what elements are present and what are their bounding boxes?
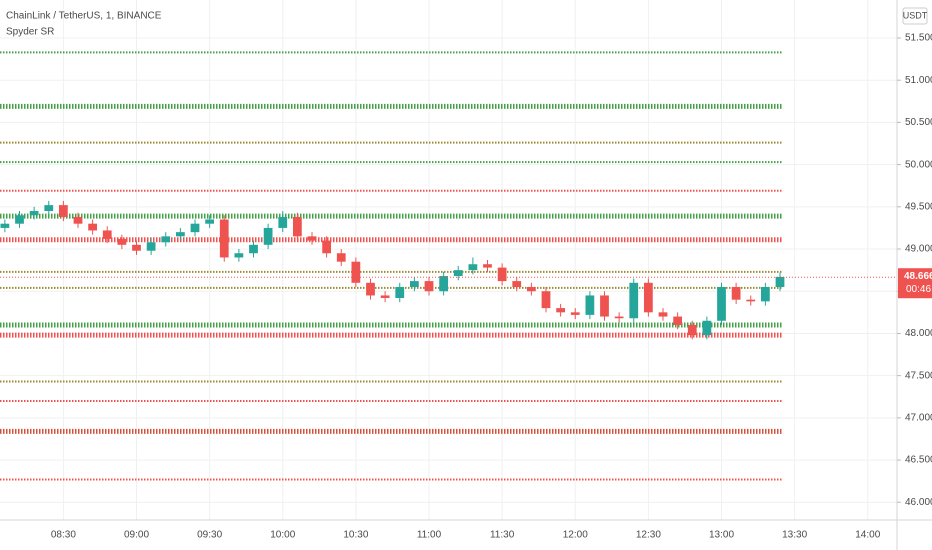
x-tick-label: 12:00 <box>563 530 588 541</box>
candle-body <box>205 219 215 224</box>
candle-body <box>468 264 478 271</box>
x-tick-label: 11:30 <box>490 530 515 541</box>
candle-body <box>15 215 24 224</box>
candle-body <box>570 312 580 315</box>
candle-body <box>483 264 492 268</box>
candle-body <box>161 236 171 243</box>
x-tick-label: 13:00 <box>709 530 734 541</box>
candle-body <box>409 281 419 288</box>
candle-body <box>717 287 726 321</box>
countdown-label: 00:46 <box>906 284 931 295</box>
candle-body <box>190 223 200 233</box>
x-tick-label: 09:00 <box>124 530 149 541</box>
candle-body <box>307 236 317 241</box>
indicator-name: Spyder SR <box>6 27 54 38</box>
candle-body <box>775 276 785 288</box>
currency[interactable]: USDT <box>903 10 928 20</box>
y-tick-label: 46.500 <box>905 455 932 466</box>
candle-body <box>351 261 361 283</box>
y-tick-label: 47.500 <box>905 370 932 381</box>
y-tick-label: 48.000 <box>905 328 932 339</box>
candle-body <box>673 316 683 325</box>
candle-body <box>643 282 653 313</box>
y-tick-label: 50.500 <box>905 117 932 128</box>
candle-body <box>219 219 229 258</box>
candle-body <box>0 223 10 228</box>
candle-body <box>526 287 536 292</box>
candle-body <box>702 320 712 336</box>
x-tick-label: 10:00 <box>270 530 295 541</box>
x-tick-label: 09:30 <box>197 530 222 541</box>
candle-body <box>687 325 697 336</box>
candle-body <box>292 216 302 237</box>
candle-body <box>614 316 624 319</box>
candle-body <box>73 216 83 224</box>
candle-body <box>658 312 668 317</box>
last-price-label: 48.666 <box>904 271 932 282</box>
candle-body <box>249 244 258 254</box>
symbol-title: ChainLink / TetherUS, 1, BINANCE <box>6 11 162 22</box>
candle-body <box>29 211 39 216</box>
x-tick-label: 08:30 <box>51 530 76 541</box>
candle-body <box>336 253 346 262</box>
candle-body <box>541 291 551 309</box>
candle-body <box>424 281 434 292</box>
y-tick-label: 50.000 <box>905 159 932 170</box>
y-tick-label: 47.000 <box>905 412 932 423</box>
candle-body <box>117 238 127 245</box>
x-tick-label: 10:30 <box>343 530 368 541</box>
x-tick-label: 14:00 <box>855 530 880 541</box>
y-tick-label: 51.500 <box>905 33 932 44</box>
candle-body <box>366 282 375 296</box>
candle-body <box>512 281 522 288</box>
candle-body <box>234 253 244 258</box>
candle-body <box>132 244 141 251</box>
candle-body <box>453 270 463 277</box>
candle-body <box>629 282 639 319</box>
candle-body <box>102 230 112 239</box>
candle-body <box>731 287 741 300</box>
x-tick-label: 12:30 <box>636 530 661 541</box>
candle-body <box>44 205 54 212</box>
candle-body <box>746 299 756 302</box>
candle-body <box>380 295 390 298</box>
currency-box[interactable] <box>902 7 928 25</box>
y-tick-label: 46.000 <box>905 497 932 508</box>
candle-body <box>497 267 507 282</box>
candle-body <box>760 287 770 302</box>
candle-body <box>322 240 332 254</box>
candle-body <box>395 287 405 298</box>
last-price-box <box>898 268 932 299</box>
candle-body <box>88 223 98 231</box>
x-tick-label: 13:30 <box>782 530 807 541</box>
x-tick-label: 11:00 <box>417 530 442 541</box>
candle-body <box>175 232 185 237</box>
candle-body <box>263 227 273 245</box>
candle-body <box>600 295 609 317</box>
candle-body <box>585 295 595 315</box>
y-tick-label: 49.500 <box>905 201 932 212</box>
candle-body <box>439 276 449 292</box>
candle-body <box>278 216 288 228</box>
candle-body <box>146 242 156 251</box>
y-tick-label: 51.000 <box>905 75 932 86</box>
candle-body <box>58 205 68 217</box>
candle-body <box>556 308 566 313</box>
y-tick-label: 49.000 <box>905 244 932 255</box>
